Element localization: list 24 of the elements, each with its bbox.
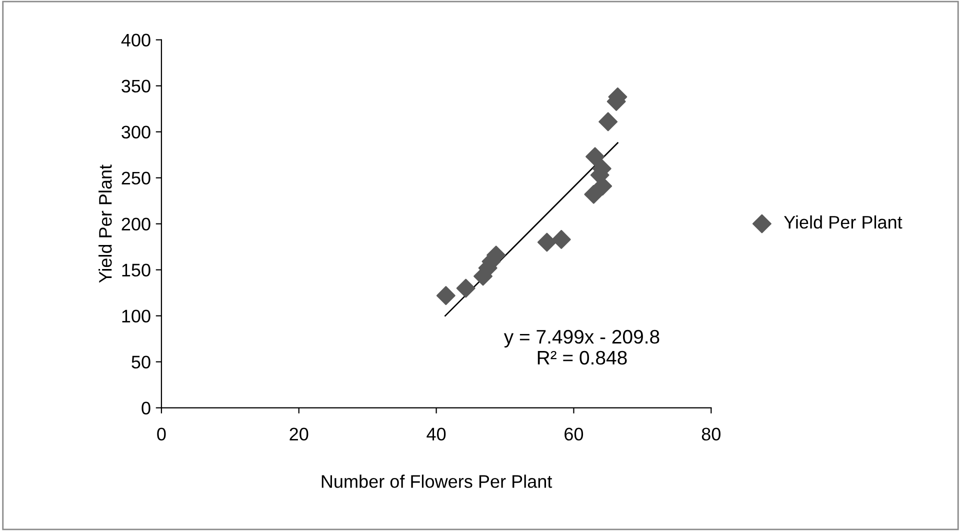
y-tick-label: 250 — [122, 172, 150, 185]
x-tick-label: 60 — [564, 428, 584, 441]
point — [456, 278, 476, 298]
y-tick-label: 50 — [132, 356, 150, 369]
x-tick-label: 80 — [702, 428, 720, 441]
x-tick-label: 0 — [157, 428, 166, 441]
y-tick-label: 100 — [122, 310, 150, 323]
y-tick-label: 350 — [122, 80, 150, 93]
point — [436, 286, 456, 306]
point — [598, 112, 618, 132]
x-tick-label: 20 — [290, 428, 308, 441]
y-axis-title: Yield Per Plant — [98, 164, 112, 283]
y-tick-label: 400 — [121, 34, 150, 47]
y-tick-label: 0 — [142, 402, 150, 415]
y-tick-label: 300 — [122, 126, 150, 139]
legend-label: Yield Per Plant — [784, 215, 902, 229]
point — [537, 232, 556, 252]
x-axis-title: Number of Flowers Per Plant — [322, 474, 552, 488]
y-tick-label: 150 — [122, 264, 150, 277]
point — [552, 230, 571, 249]
x-tick-label: 40 — [426, 428, 446, 441]
y-tick-label: 200 — [122, 218, 150, 231]
point — [586, 147, 604, 166]
annotation: y = 7.499x - 209.8 R² = 0.848 — [504, 330, 660, 365]
